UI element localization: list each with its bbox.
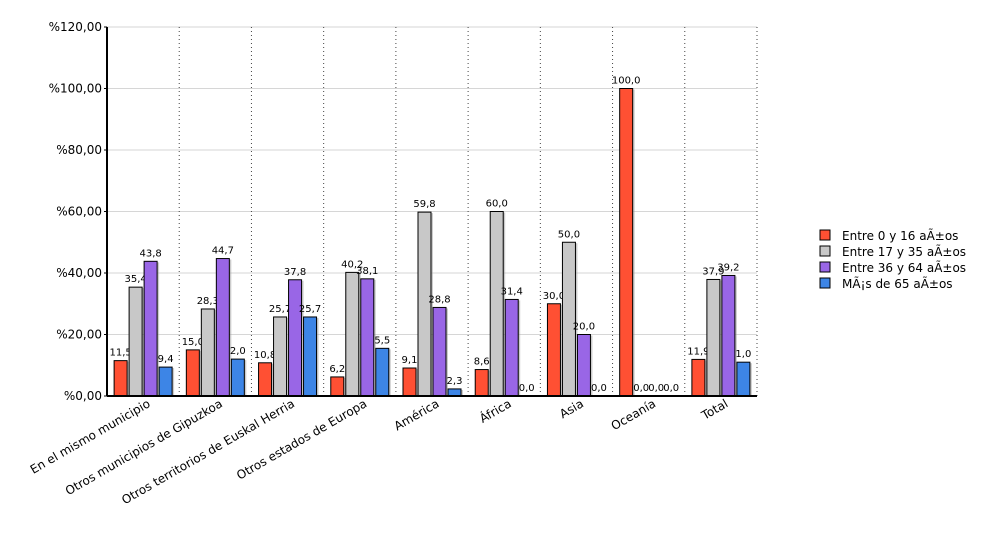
legend-label: Entre 36 y 64 aÃ±os [842, 260, 966, 275]
bar [258, 362, 273, 397]
bar [215, 258, 230, 397]
legend-swatch [819, 277, 831, 289]
bar [504, 298, 519, 397]
x-tick-label: Oceanía [609, 396, 659, 433]
data-label: 40,2 [341, 259, 363, 270]
bar [474, 369, 489, 397]
bar [546, 303, 561, 397]
bar [200, 308, 215, 397]
data-label: 8,6 [474, 357, 490, 368]
data-label: 20,0 [573, 322, 595, 333]
data-label: 1,0 [735, 349, 751, 360]
bar [576, 334, 591, 397]
x-tick-label: Asia [557, 396, 586, 421]
bar [402, 367, 417, 397]
data-label: 0,0 [519, 383, 535, 394]
x-tick-label: En el mismo municipio [28, 396, 153, 476]
data-label: 9,1 [402, 355, 418, 366]
data-label: 15,0 [182, 337, 204, 348]
data-label: 37,9 [702, 266, 724, 277]
bar [360, 278, 375, 397]
data-label: 0,0 [663, 383, 679, 394]
data-label: 39,2 [717, 262, 739, 273]
bar [619, 88, 634, 397]
data-label: 2,3 [447, 376, 463, 387]
bar [706, 278, 721, 397]
data-label: 35,4 [124, 274, 146, 285]
data-label: 11,5 [109, 348, 131, 359]
x-tick-label: América [392, 396, 442, 433]
bar [158, 366, 173, 397]
data-label: 5,5 [374, 335, 390, 346]
bar [489, 211, 504, 397]
data-label: 28,3 [197, 296, 219, 307]
bar [230, 358, 245, 397]
data-label: 50,0 [558, 229, 580, 240]
data-label: 28,8 [428, 294, 450, 305]
legend-label: Entre 17 y 35 aÃ±os [842, 244, 966, 259]
legend-label: MÃ¡s de 65 aÃ±os [842, 276, 953, 291]
data-label: 38,1 [356, 266, 378, 277]
data-label: 9,4 [158, 354, 174, 365]
data-label: 37,8 [284, 267, 306, 278]
bar [330, 376, 345, 397]
data-label: 6,2 [329, 364, 345, 375]
data-label: 31,4 [501, 286, 523, 297]
bar [736, 361, 751, 397]
x-tick-label: Otros estados de Europa [234, 396, 369, 482]
data-label: 11,9 [687, 346, 709, 357]
data-label: 60,0 [486, 199, 508, 210]
legend-swatch [819, 245, 831, 257]
bar [561, 241, 576, 397]
data-label: 2,0 [230, 346, 246, 357]
y-tick-label: %0,00 [64, 389, 102, 403]
legend-label: Entre 0 y 16 aÃ±os [842, 228, 958, 243]
y-tick-label: %120,00 [49, 20, 102, 34]
data-label: 44,7 [212, 246, 234, 257]
data-label: 100,0 [612, 76, 641, 87]
x-tick-label: Total [698, 396, 730, 423]
data-label: 25,7 [269, 304, 291, 315]
y-tick-label: %60,00 [56, 205, 102, 219]
bar [288, 279, 303, 397]
data-label: 25,7 [299, 304, 321, 315]
bar [345, 271, 360, 397]
y-tick-label: %100,00 [49, 82, 102, 96]
y-tick-label: %80,00 [56, 143, 102, 157]
data-label: 10,8 [254, 350, 276, 361]
data-label: 43,8 [139, 248, 161, 259]
bar [273, 316, 288, 397]
bar [691, 358, 706, 397]
data-label: 0,0 [633, 383, 649, 394]
bar [721, 274, 736, 397]
bar [432, 306, 447, 397]
bar [113, 360, 128, 397]
data-label: 59,8 [413, 199, 435, 210]
bar [303, 316, 318, 397]
legend-swatch [819, 229, 831, 241]
bar [375, 347, 390, 397]
x-tick-label: África [477, 396, 514, 426]
data-label: 30,0 [543, 291, 565, 302]
bar [447, 388, 462, 397]
data-label: 0,0 [648, 383, 664, 394]
data-label: 0,0 [591, 383, 607, 394]
y-tick-label: %20,00 [56, 328, 102, 342]
bar [128, 286, 143, 397]
legend-swatch [819, 261, 831, 273]
bar [185, 349, 200, 397]
y-tick-label: %40,00 [56, 266, 102, 280]
bar [143, 260, 158, 397]
